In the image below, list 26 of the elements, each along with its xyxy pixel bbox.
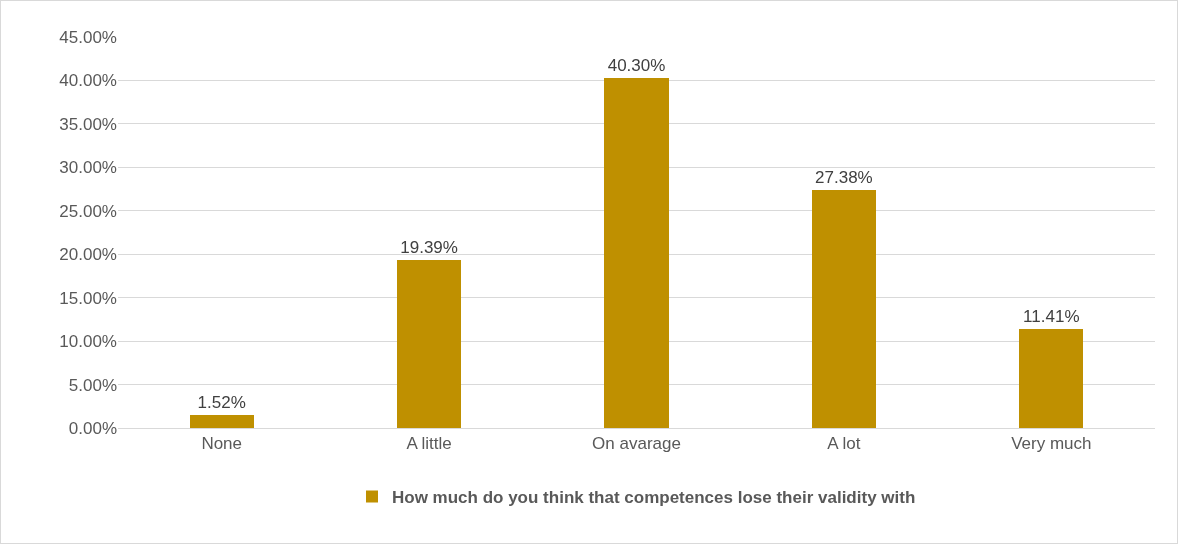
y-tick-label: 20.00% <box>59 245 117 265</box>
y-tick-label: 40.00% <box>59 71 117 91</box>
y-tick-label: 35.00% <box>59 114 117 134</box>
bar <box>604 77 669 428</box>
x-tick-label: Very much <box>1011 434 1092 454</box>
legend-label: How much do you think that competences lose their validity with <box>392 488 916 508</box>
data-label: 27.38% <box>815 168 873 188</box>
y-tick-label: 30.00% <box>59 158 117 178</box>
data-label: 11.41% <box>1023 306 1080 326</box>
y-tick-label: 15.00% <box>59 288 117 308</box>
x-tick-label: None <box>201 434 243 454</box>
x-tick-label: A little <box>406 434 452 454</box>
bar <box>189 414 254 428</box>
bar <box>396 259 462 428</box>
bar <box>811 190 877 428</box>
x-tick-label: On avarage <box>592 434 681 454</box>
y-tick-label: 5.00% <box>68 375 117 395</box>
y-tick-label: 25.00% <box>59 201 117 221</box>
y-tick-label: 0.00% <box>68 418 117 438</box>
y-tick-label: 45.00% <box>59 27 117 47</box>
y-tick-label: 10.00% <box>59 332 117 352</box>
data-label: 1.52% <box>197 392 246 412</box>
bar <box>1019 328 1084 428</box>
data-label: 19.39% <box>400 237 458 257</box>
data-label: 40.30% <box>607 55 666 75</box>
x-tick-label: A lot <box>827 434 861 454</box>
